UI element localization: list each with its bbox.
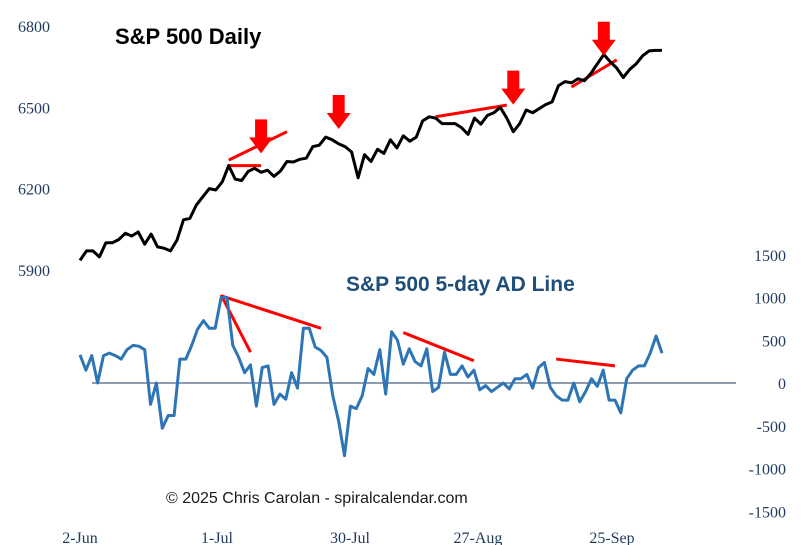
x-tick-label: 1-Jul <box>201 530 234 545</box>
bottom-chart-title: S&P 500 5-day AD Line <box>346 273 575 296</box>
sp500-price-line <box>78 48 662 262</box>
right-tick-label: 0 <box>778 376 786 393</box>
left-tick-label: 6500 <box>18 100 50 117</box>
right-tick-label: 500 <box>762 333 786 350</box>
down-arrow-icon <box>249 119 274 154</box>
right-tick-label: -500 <box>757 419 786 436</box>
sell-arrows <box>249 21 616 154</box>
top-chart-title: S&P 500 Daily <box>115 24 262 49</box>
x-tick-label: 25-Sep <box>589 530 634 545</box>
x-axis: 2-Jun 1-Jul 30-Jul 27-Aug 25-Sep <box>62 530 634 545</box>
down-arrow-icon <box>501 70 526 105</box>
trendline <box>402 331 475 363</box>
bottom-trendlines <box>219 294 616 368</box>
x-tick-label: 27-Aug <box>454 530 503 545</box>
right-tick-label: 1500 <box>754 248 786 265</box>
left-tick-label: 5900 <box>18 263 50 280</box>
right-tick-label: -1500 <box>749 504 786 521</box>
left-tick-label: 6200 <box>18 182 50 199</box>
down-arrow-icon <box>591 21 616 56</box>
ad-line <box>78 296 664 458</box>
copyright-text: © 2025 Chris Carolan - spiralcalendar.co… <box>166 490 468 507</box>
trendline <box>435 103 508 119</box>
right-tick-label: -1000 <box>749 462 786 479</box>
trendline <box>556 357 616 368</box>
trendline <box>220 294 322 330</box>
trendline <box>570 58 618 89</box>
left-axis: 5900 6200 6500 6800 <box>18 19 50 280</box>
top-trendlines <box>228 58 618 168</box>
x-tick-label: 2-Jun <box>62 530 98 545</box>
right-axis: -1500 -1000 -500 0 500 1000 1500 <box>749 248 786 522</box>
down-arrow-icon <box>326 94 351 129</box>
x-tick-label: 30-Jul <box>330 530 371 545</box>
trendline <box>219 294 252 353</box>
left-tick-label: 6800 <box>18 19 50 36</box>
right-tick-label: 1000 <box>754 291 786 308</box>
